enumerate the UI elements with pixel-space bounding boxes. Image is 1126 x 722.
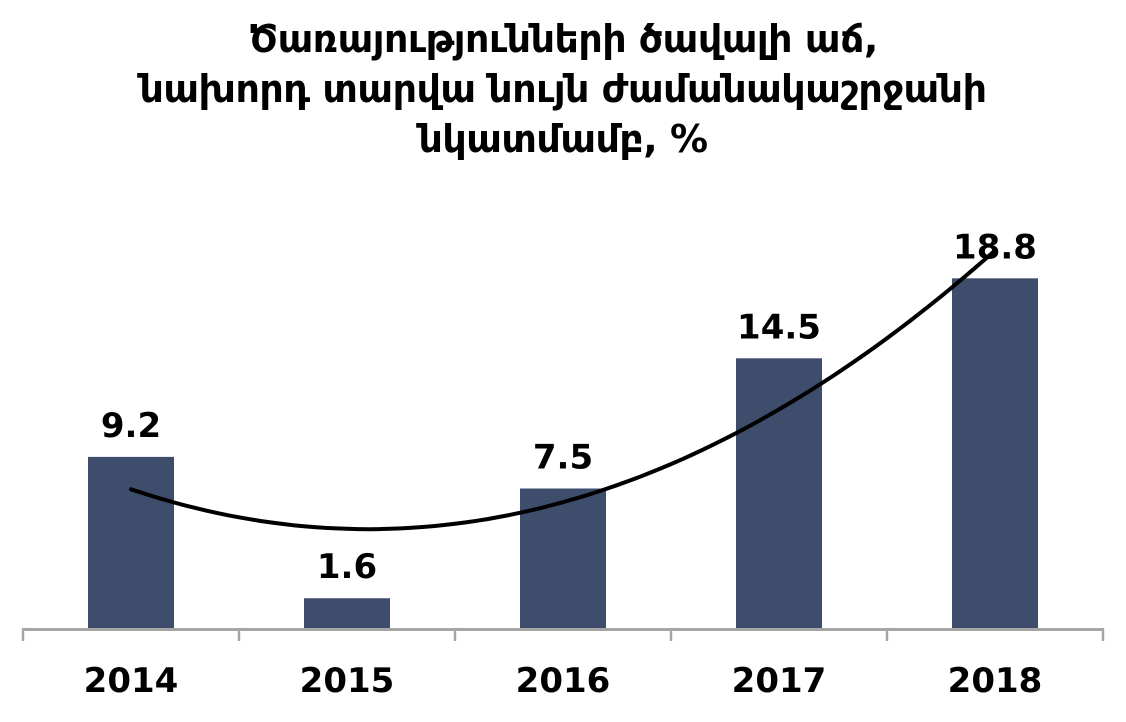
chart-title: Ծառայությունների ծավալի աճ, նախորդ տարվա…: [0, 14, 1126, 164]
chart-title-line-2: նախորդ տարվա նույն ժամանակաշրջանի: [139, 67, 987, 111]
trendline-curve: [129, 248, 997, 532]
x-axis-label-2016: 2016: [516, 661, 611, 701]
bar-value-label-2015: 1.6: [317, 547, 377, 587]
bar-value-label-2018: 18.8: [953, 227, 1037, 267]
bar-value-label-2014: 9.2: [101, 406, 161, 446]
x-axis-label-2015: 2015: [300, 661, 395, 701]
x-axis-label-2017: 2017: [732, 661, 827, 701]
bar-value-label-2017: 14.5: [737, 307, 821, 347]
x-axis-label-2014: 2014: [84, 661, 179, 701]
chart-title-line-3: նկատմամբ, %: [418, 117, 708, 161]
bar-2018: [952, 278, 1038, 628]
bar-2016: [520, 488, 606, 628]
bar-value-label-2016: 7.5: [533, 438, 593, 478]
bar-2014: [88, 456, 174, 628]
chart-title-line-1: Ծառայությունների ծավալի աճ,: [248, 17, 878, 61]
x-axis-label-2018: 2018: [948, 661, 1043, 701]
bar-2017: [736, 358, 822, 628]
bar-2015: [304, 598, 390, 628]
